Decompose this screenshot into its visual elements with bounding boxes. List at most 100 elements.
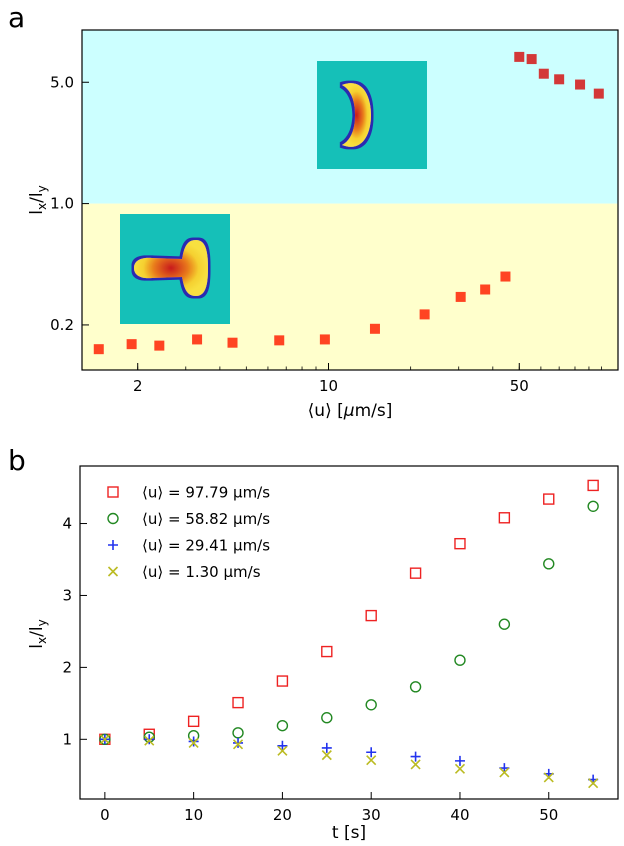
data-point xyxy=(538,68,549,79)
data-point xyxy=(277,745,288,756)
data-point xyxy=(365,609,377,622)
data-point xyxy=(543,493,555,505)
data-point xyxy=(232,696,244,709)
legend-item: ⟨u⟩ = 58.82 μm/s xyxy=(107,510,270,528)
data-point xyxy=(480,284,491,295)
data-point xyxy=(419,309,430,320)
panel-b-legend: ⟨u⟩ = 97.79 μm/s ⟨u⟩ = 58.82 μm/s ⟨u⟩ = 29… xyxy=(107,484,270,581)
data-point xyxy=(187,715,200,728)
data-point xyxy=(587,500,599,512)
x-tick-label: 2 xyxy=(133,377,143,395)
data-point xyxy=(319,334,330,345)
data-point xyxy=(321,645,333,658)
series-markers xyxy=(99,500,599,746)
data-point xyxy=(366,747,377,758)
data-point xyxy=(498,618,511,630)
x-tick-label: 10 xyxy=(184,806,203,824)
x-tick-label: 50 xyxy=(539,806,558,824)
panel-a-chart: 2 10 50 0.2 1.0 5.0 ⟨u⟩ [μm/s] lx/ly xyxy=(27,29,619,421)
panel-a-markers xyxy=(93,51,604,355)
data-point xyxy=(108,540,118,550)
data-point xyxy=(274,335,285,346)
data-point xyxy=(192,334,203,345)
data-point xyxy=(107,512,119,525)
y-tick-label: 2 xyxy=(62,658,72,676)
legend-label: ⟨u⟩ = 29.41 μm/s xyxy=(142,537,270,555)
panel-a-frame xyxy=(81,29,619,371)
data-point xyxy=(588,778,599,789)
panel-label-a: a xyxy=(8,1,25,34)
data-point xyxy=(276,675,289,687)
data-point xyxy=(500,271,511,282)
x-tick-label: 50 xyxy=(510,377,529,395)
legend-item: ⟨u⟩ = 1.30 μm/s xyxy=(107,563,261,581)
data-point xyxy=(93,344,104,355)
data-point xyxy=(454,654,466,666)
data-point xyxy=(543,558,555,570)
x-tick-label: 0 xyxy=(100,806,110,824)
data-point xyxy=(593,88,604,99)
data-point xyxy=(321,750,332,761)
data-point xyxy=(514,51,525,62)
data-point xyxy=(154,340,165,351)
data-point xyxy=(321,712,333,724)
x-tick-label: 30 xyxy=(362,806,381,824)
data-point xyxy=(410,751,421,762)
series-markers xyxy=(99,734,599,789)
legend-label: ⟨u⟩ = 58.82 μm/s xyxy=(142,510,270,528)
data-point xyxy=(554,74,565,85)
data-point xyxy=(409,567,422,579)
x-tick-label: 40 xyxy=(450,806,469,824)
data-point xyxy=(543,772,554,783)
crescent-snapshot xyxy=(317,61,427,169)
series-markers xyxy=(99,734,599,785)
x-tick-label: 20 xyxy=(273,806,292,824)
data-point xyxy=(409,681,422,693)
data-point xyxy=(587,479,599,492)
x-tick-label: 10 xyxy=(319,377,338,395)
data-point xyxy=(526,54,537,65)
t-shape-snapshot xyxy=(120,214,230,324)
data-point xyxy=(499,767,510,778)
data-point xyxy=(232,727,244,739)
data-point xyxy=(276,719,289,732)
data-point xyxy=(369,323,380,334)
panel-b-ticks: 0 10 20 30 40 50 1 2 3 4 xyxy=(62,515,558,824)
panel-label-b: b xyxy=(8,444,26,477)
y-tick-label: 1.0 xyxy=(50,195,74,213)
panel-a-x-axis-title: ⟨u⟩ [μm/s] xyxy=(308,401,393,421)
legend-item: ⟨u⟩ = 97.79 μm/s xyxy=(107,484,270,502)
data-point xyxy=(107,486,119,498)
panel-b-x-axis-title: t [s] xyxy=(332,823,366,843)
data-point xyxy=(454,763,466,774)
panel-a-y-axis-title: lx/ly xyxy=(27,185,49,214)
data-point xyxy=(233,737,244,748)
data-point xyxy=(365,699,377,711)
legend-label: ⟨u⟩ = 1.30 μm/s xyxy=(142,563,261,581)
data-point xyxy=(99,734,110,745)
y-tick-label: 0.2 xyxy=(50,316,74,334)
y-tick-label: 1 xyxy=(62,730,72,748)
y-tick-label: 5.0 xyxy=(50,73,74,91)
data-point xyxy=(144,735,155,746)
data-point xyxy=(126,339,137,350)
data-point xyxy=(410,759,421,770)
panel-b-y-axis-title: lx/ly xyxy=(27,619,49,648)
data-point xyxy=(188,736,199,747)
data-point xyxy=(227,337,238,348)
data-point xyxy=(232,739,244,750)
data-point xyxy=(455,291,466,302)
data-point xyxy=(498,512,511,524)
data-point xyxy=(144,734,155,745)
legend-item: ⟨u⟩ = 29.41 μm/s xyxy=(108,537,270,555)
y-tick-label: 3 xyxy=(62,586,72,604)
y-tick-label: 4 xyxy=(62,515,72,533)
panel-b-frame xyxy=(79,465,619,800)
data-point xyxy=(454,755,465,766)
data-point xyxy=(188,737,199,748)
data-point xyxy=(366,755,377,766)
data-point xyxy=(107,566,119,577)
panel-b-chart: 0 10 20 30 40 50 1 2 3 4 ⟨u⟩ = 97.79 μm/s ⟨u⟩ = 58… xyxy=(27,465,619,843)
data-point xyxy=(454,537,466,550)
